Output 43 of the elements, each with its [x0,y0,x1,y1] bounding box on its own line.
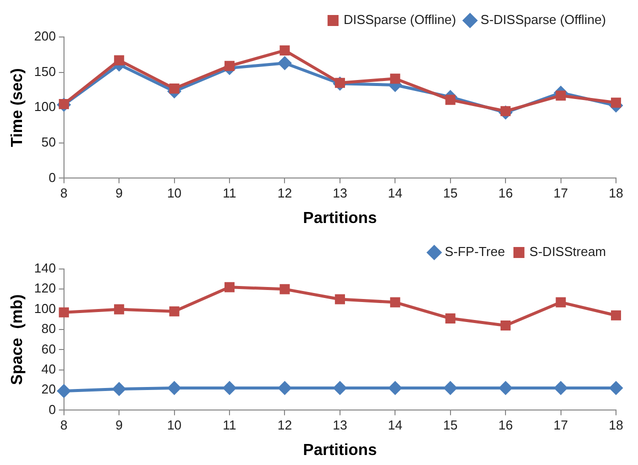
legend-label: S-FP-Tree [444,244,505,260]
legend-label: DISSparse (Offline) [344,12,456,28]
x-tick-label: 8 [60,186,68,201]
x-tick-label: 17 [554,418,568,433]
x-tick-label: 10 [167,186,182,201]
y-tick-label: 200 [34,28,56,44]
y-tick-label: 50 [41,134,56,150]
y-axis-title: Time (sec) [9,68,26,148]
legend-label: S-DISStream [529,244,606,260]
x-tick-label: 14 [388,186,402,201]
y-tick-label: 140 [34,260,56,276]
y-tick-label: 60 [41,341,56,356]
x-axis-title: Partitions [303,210,377,227]
y-tick-label: 120 [34,280,56,296]
x-tick-label: 15 [443,186,458,201]
y-tick-label: 0 [48,402,56,417]
x-tick-label: 9 [115,186,123,201]
x-tick-label: 16 [498,418,513,433]
y-tick-label: 150 [34,64,56,79]
x-tick-label: 16 [498,186,513,201]
y-tick-label: 40 [41,361,56,376]
x-tick-label: 9 [115,418,123,433]
y-tick-label: 100 [34,300,56,316]
x-tick-label: 8 [60,418,68,433]
x-tick-label: 13 [332,186,348,201]
y-axis-title: Space (mb) [9,294,26,385]
x-tick-label: 11 [222,186,236,201]
x-tick-label: 13 [332,418,348,433]
x-tick-label: 12 [278,418,292,433]
x-tick-label: 14 [388,418,402,433]
x-tick-label: 10 [167,418,182,433]
legend-label: S-DISSparse (Offline) [480,12,606,28]
y-tick-label: 20 [41,382,56,397]
x-tick-label: 17 [554,186,568,201]
y-tick-label: 80 [41,321,56,336]
x-axis-title: Partitions [303,442,377,459]
x-tick-label: 15 [443,418,458,433]
x-tick-label: 18 [608,186,624,201]
x-tick-label: 12 [278,186,292,201]
y-tick-label: 100 [34,99,56,114]
x-tick-label: 11 [222,418,236,433]
x-tick-label: 18 [608,418,624,433]
y-tick-label: 0 [48,170,56,185]
